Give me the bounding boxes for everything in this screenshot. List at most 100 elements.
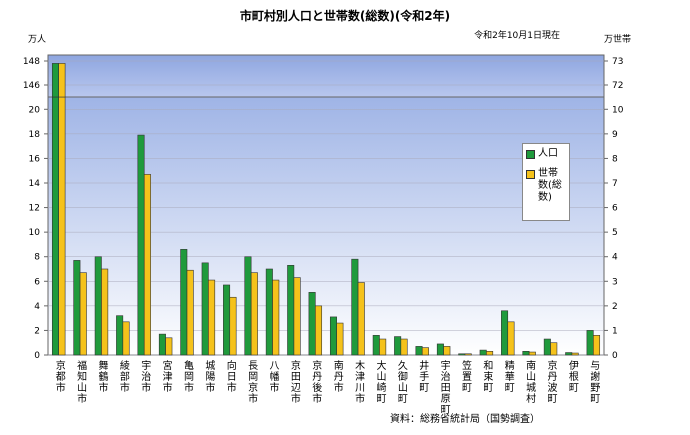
x-tick-label: 向日市 xyxy=(224,359,236,393)
x-tick-label: 笠置町 xyxy=(460,359,472,393)
bar xyxy=(94,256,102,356)
bar xyxy=(250,272,258,356)
x-tick-label: 宮津市 xyxy=(160,359,172,393)
upper-panel xyxy=(47,54,605,98)
bar xyxy=(586,330,594,356)
bar xyxy=(565,352,573,356)
bar xyxy=(394,336,402,356)
x-tick-label: 井手町 xyxy=(417,359,429,393)
bar xyxy=(351,258,359,356)
tick-label: 73 xyxy=(612,57,623,67)
bar xyxy=(293,277,301,356)
bar xyxy=(229,296,237,356)
bar xyxy=(522,351,530,356)
tick-label: 6 xyxy=(34,277,40,287)
bar xyxy=(528,351,536,356)
x-tick-label: 綾部市 xyxy=(117,359,129,393)
bar xyxy=(73,260,81,356)
lower-panel xyxy=(47,96,605,356)
tick-label: 146 xyxy=(23,81,40,91)
legend-item: 世帯数(総数) xyxy=(526,168,566,204)
bar xyxy=(415,346,423,356)
legend: 人口世帯数(総数) xyxy=(522,143,570,221)
legend-swatch xyxy=(526,150,535,159)
tick-label: 8 xyxy=(34,253,40,263)
bar xyxy=(201,262,209,356)
x-tick-label: 与謝野町 xyxy=(588,360,600,404)
bar xyxy=(593,335,601,356)
bar xyxy=(550,342,558,356)
legend-label: 人口 xyxy=(538,148,558,159)
tick-label: 4 xyxy=(34,302,40,312)
x-tick-label: 宇治市 xyxy=(139,359,151,393)
bar xyxy=(372,335,380,356)
tick-label: 18 xyxy=(29,130,41,140)
bar xyxy=(308,292,316,356)
x-tick-label: 京田辺市 xyxy=(288,359,300,404)
x-tick-label: 長岡京市 xyxy=(246,360,258,404)
x-tick-label: 久御山町 xyxy=(395,360,407,404)
bar xyxy=(436,343,444,356)
tick-label: 2 xyxy=(612,302,618,312)
bar xyxy=(116,315,124,356)
x-tick-label: 大山崎町 xyxy=(374,359,386,404)
x-tick-label: 南山城村 xyxy=(524,359,536,404)
bar xyxy=(208,279,216,356)
tick-label: 10 xyxy=(612,105,624,115)
tick-label: 14 xyxy=(29,179,41,189)
bar xyxy=(158,333,166,356)
bar xyxy=(329,316,337,356)
tick-label: 9 xyxy=(612,130,618,140)
bar xyxy=(272,279,280,356)
source: 資料：総務省統計局（国勢調査） xyxy=(390,412,540,425)
bar xyxy=(543,338,551,356)
x-tick-label: 京丹後市 xyxy=(310,359,322,404)
tick-label: 6 xyxy=(612,204,618,214)
bar-lower-part xyxy=(51,96,59,356)
bar xyxy=(458,353,466,356)
legend-item: 人口 xyxy=(526,148,566,160)
bar xyxy=(507,321,515,356)
x-tick-label: 亀岡市 xyxy=(182,359,194,393)
tick-label: 16 xyxy=(29,154,41,164)
bar xyxy=(486,351,494,356)
bar xyxy=(315,305,323,356)
x-tick-label: 京丹波町 xyxy=(545,359,557,404)
tick-label: 20 xyxy=(29,105,41,115)
x-tick-label: 和束町 xyxy=(481,360,493,393)
bar xyxy=(336,322,344,356)
x-tick-label: 京都市 xyxy=(53,359,65,393)
x-tick-label: 城陽市 xyxy=(203,360,215,393)
x-tick-label: 舞鶴市 xyxy=(96,360,108,393)
bar xyxy=(464,353,472,356)
bar xyxy=(79,272,87,356)
tick-label: 72 xyxy=(612,81,623,91)
bar xyxy=(479,349,487,356)
legend-label: 世帯数(総数) xyxy=(538,168,562,203)
bar xyxy=(421,347,429,356)
chart-title: 市町村別人口と世帯数(総数)(令和2年) xyxy=(240,8,450,23)
bar xyxy=(265,268,273,356)
x-tick-label: 伊根町 xyxy=(566,360,578,393)
bar-upper-part xyxy=(58,63,66,98)
bar-lower-part xyxy=(58,96,66,356)
bar xyxy=(400,338,408,356)
bar xyxy=(379,338,387,356)
bar xyxy=(137,134,145,356)
x-tick-label: 宇治田原町 xyxy=(438,359,450,415)
bar xyxy=(165,337,173,356)
tick-label: 1 xyxy=(612,326,618,336)
bar xyxy=(143,174,151,356)
bar xyxy=(357,282,365,356)
bar xyxy=(501,310,509,356)
x-tick-label: 八幡市 xyxy=(267,360,279,393)
tick-label: 10 xyxy=(29,228,41,238)
tick-label: 7 xyxy=(612,179,618,189)
y2-axis-label: 万世帯 xyxy=(604,33,631,45)
tick-label: 0 xyxy=(34,351,40,361)
legend-swatch xyxy=(526,170,535,179)
bar xyxy=(122,321,130,356)
bar xyxy=(186,269,194,356)
